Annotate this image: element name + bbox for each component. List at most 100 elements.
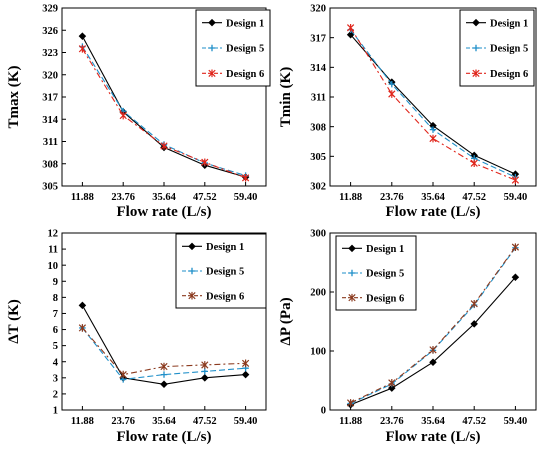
x-axis-label: Flow rate (L/s) [386,204,481,220]
y-tick-label: 0 [321,406,326,417]
data-point [429,134,437,143]
x-tick-label: 11.88 [339,416,362,427]
x-tick-label: 35.64 [152,416,176,427]
y-axis-label: ΔP (Pa) [278,297,294,345]
legend-entry: Design 5 [226,44,264,55]
y-axis-label: Tmax (K) [6,66,22,129]
series-line [350,27,516,181]
legend-marker [348,293,356,302]
y-tick-label: 6 [53,325,58,336]
legend-marker [472,18,480,27]
series-design-5 [79,324,249,383]
x-axis-label: Flow rate (L/s) [386,429,481,445]
legend-marker [208,44,216,52]
data-point [429,126,437,133]
y-tick-label: 2 [53,390,58,401]
y-tick-label: 320 [310,4,326,15]
legend-marker [188,291,196,300]
x-tick-label: 59.40 [504,192,528,203]
y-tick-label: 10 [48,261,59,272]
data-point [201,158,209,167]
y-tick-label: 9 [53,277,58,288]
legend: Design 1 Design 5 Design 6 [335,235,417,311]
legend-entry: Design 1 [206,242,244,253]
legend-entry: Design 1 [490,18,528,29]
data-point [201,374,209,382]
y-tick-label: 5 [53,341,58,352]
data-point [429,346,437,354]
data-point [241,174,250,182]
x-tick-label: 35.64 [152,192,176,203]
x-tick-label: 59.40 [504,416,528,427]
y-tick-label: 12 [48,229,59,240]
x-tick-label: 47.52 [462,416,486,427]
y-tick-label: 302 [310,182,326,193]
y-tick-label: 8 [53,293,58,304]
legend-marker [208,18,216,27]
legend: Design 1 Design 5 Design 6 [459,9,535,87]
legend-entry: Design 5 [490,44,528,55]
y-tick-label: 314 [310,63,327,74]
x-tick-label: 23.76 [111,192,135,203]
data-point [511,273,520,282]
legend-marker [472,69,480,78]
data-point [119,370,127,379]
series-design-6 [346,23,520,184]
data-point [241,359,250,368]
data-point [429,358,437,366]
y-tick-label: 7 [53,309,58,320]
series-design-6 [346,243,520,407]
y-tick-label: 326 [42,26,58,37]
y-tick-label: 314 [42,115,59,126]
legend-entry: Design 6 [226,69,264,80]
x-tick-label: 11.88 [71,416,94,427]
y-tick-label: 329 [42,4,58,15]
series-design-1 [346,273,520,409]
data-point [201,368,208,375]
data-point [470,320,478,328]
y-tick-label: 300 [310,229,326,240]
data-point [201,361,209,369]
y-tick-label: 317 [42,93,58,104]
x-axis-label: Flow rate (L/s) [117,429,212,445]
data-point [511,243,520,251]
legend-marker [188,267,196,275]
x-tick-label: 23.76 [380,192,404,203]
data-point [78,301,87,310]
data-point [160,380,168,389]
x-axis-label: Flow rate (L/s) [117,204,212,220]
legend: Design 1 Design 5 Design 6 [195,9,271,87]
data-point [78,32,87,40]
y-tick-label: 317 [310,33,326,44]
data-point [160,362,168,371]
x-tick-label: 47.52 [193,192,217,203]
y-tick-label: 311 [43,137,58,148]
x-tick-label: 47.52 [462,192,486,203]
data-point [78,324,87,332]
chart-tmax: 305 308 311 314 317 320 323 326 329 11.88 23.76 35.… [6,4,271,220]
data-point [160,142,168,150]
legend-entry: Design 5 [366,269,404,280]
chart-deltap: 0 100 200 300 11.88 23.76 35.64 47.52 59.40 Flow … [278,229,537,445]
y-axis-label: ΔT (K) [6,299,22,344]
y-tick-label: 1 [53,406,58,417]
data-point [388,80,395,88]
legend-marker [188,242,196,251]
y-tick-label: 11 [48,245,58,256]
legend-entry: Design 1 [226,18,264,29]
data-point [78,44,87,53]
data-point [470,159,478,168]
y-tick-label: 308 [42,159,58,170]
data-point [388,90,396,98]
x-tick-label: 59.40 [234,192,258,203]
x-tick-label: 59.40 [234,416,258,427]
legend: Design 1 Design 5 Design 6 [175,233,267,309]
series-design-6 [78,324,250,379]
y-tick-label: 305 [310,152,326,163]
legend-marker [208,69,216,78]
y-tick-label: 323 [42,48,58,59]
series-design-6 [78,44,250,182]
legend-entry: Design 5 [206,267,244,278]
